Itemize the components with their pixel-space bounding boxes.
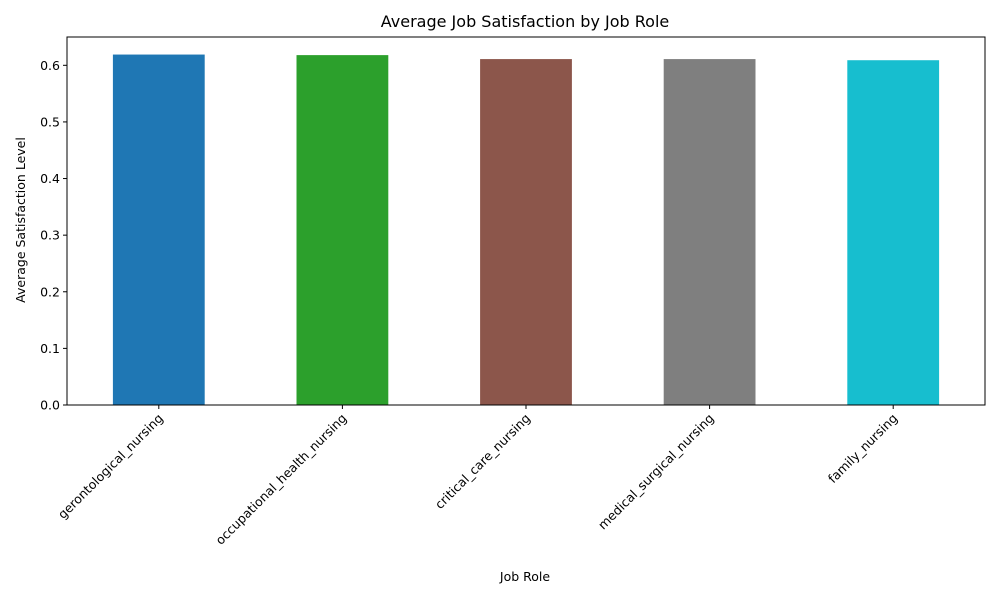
y-axis: 0.0 0.1 0.2 0.3 0.4 0.5 0.6 xyxy=(40,58,67,413)
x-axis-label: Job Role xyxy=(499,569,550,584)
x-tick-label: gerontological_nursing xyxy=(55,411,166,522)
chart-title: Average Job Satisfaction by Job Role xyxy=(381,12,669,31)
y-tick-label: 0.6 xyxy=(40,58,60,73)
x-tick-label: occupational_health_nursing xyxy=(212,411,349,548)
bar-medical_surgical_nursing xyxy=(663,59,756,405)
bar-family_nursing xyxy=(847,60,940,405)
bars-group xyxy=(112,54,940,406)
x-tick-label: critical_care_nursing xyxy=(432,411,533,512)
y-tick-label: 0.1 xyxy=(40,341,60,356)
plot-frame xyxy=(66,36,986,406)
bar-critical_care_nursing xyxy=(480,59,572,405)
y-axis-label: Average Satisfaction Level xyxy=(13,137,28,303)
x-tick-label: medical_surgical_nursing xyxy=(595,411,717,533)
y-tick-label: 0.5 xyxy=(40,114,60,129)
x-tick-label: family_nursing xyxy=(825,411,900,486)
bar-occupational_health_nursing xyxy=(296,55,389,406)
y-tick-label: 0.2 xyxy=(40,284,60,299)
y-tick-label: 0.3 xyxy=(40,228,60,243)
x-axis: gerontological_nursing occupational_healt… xyxy=(55,405,900,548)
y-tick-label: 0.4 xyxy=(40,171,60,186)
y-tick-label: 0.0 xyxy=(40,398,60,413)
bar-gerontological_nursing xyxy=(112,54,205,405)
